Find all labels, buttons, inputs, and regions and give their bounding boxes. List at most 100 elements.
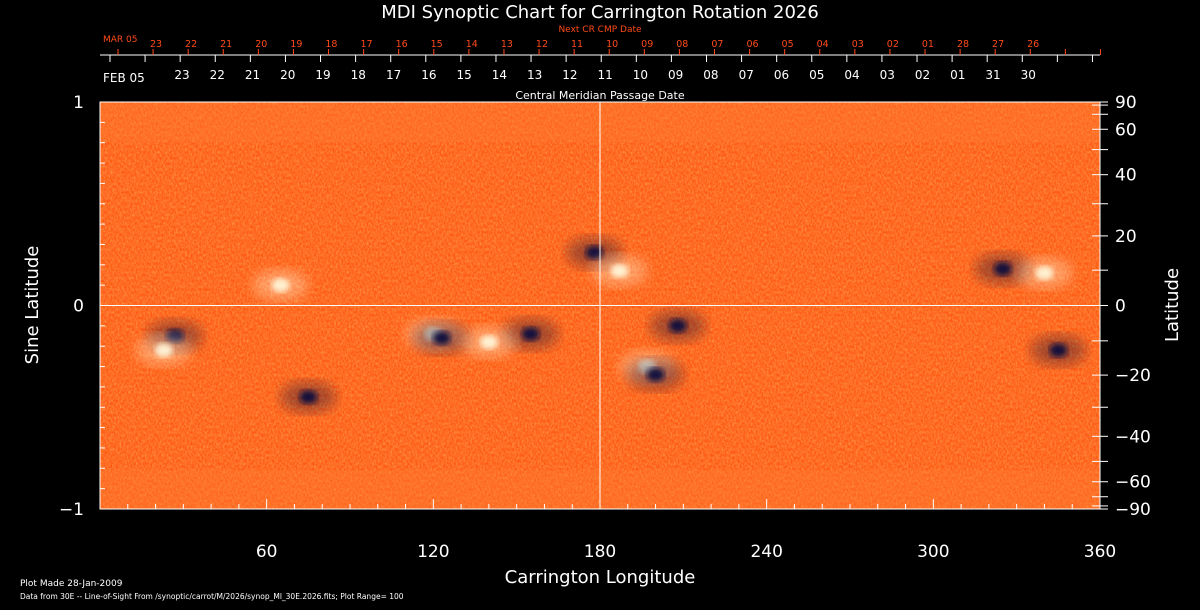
feature-negative	[299, 390, 318, 405]
cmp-date-label: 21	[245, 68, 260, 82]
y-left-ticks: 1 0 −1	[59, 93, 110, 520]
cmp-date-label: 09	[668, 68, 683, 82]
cmp-date-label: 23	[174, 68, 189, 82]
next-cmp-date-label: 13	[501, 39, 513, 50]
next-cmp-start-label: MAR 05	[103, 35, 138, 45]
feature-negative	[668, 318, 687, 333]
next-cmp-date-label: 04	[817, 39, 829, 50]
cmp-date-label: 15	[456, 68, 471, 82]
next-cmp-date-label: 16	[396, 39, 408, 50]
chart-title: MDI Synoptic Chart for Carrington Rotati…	[381, 2, 819, 23]
y-right-tick-label: 60	[1115, 120, 1137, 140]
next-cmp-date-label: 12	[536, 39, 548, 50]
cmp-date-label: 22	[210, 68, 225, 82]
y-right-tick-label: 40	[1115, 166, 1137, 186]
feature-positive	[271, 278, 290, 293]
feature-positive	[1035, 265, 1054, 280]
cmp-date-label: 07	[739, 68, 754, 82]
cmp-date-label: 18	[351, 68, 366, 82]
next-cmp-date-label: 01	[922, 39, 934, 50]
cmp-date-label: 16	[421, 68, 436, 82]
feature-negative	[1049, 343, 1068, 358]
plot-area	[100, 102, 1100, 509]
feature-positive	[479, 335, 498, 350]
y-right-tick-label: −20	[1115, 366, 1151, 386]
next-cmp-date-label: 03	[852, 39, 864, 50]
x-tick-label: 240	[750, 542, 782, 562]
cmp-date-label: 13	[527, 68, 542, 82]
x-tick-label: 360	[1084, 542, 1116, 562]
data-source-note: Data from 30E -- Line-of-Sight From /syn…	[20, 592, 404, 601]
y-right-tick-label: −60	[1115, 473, 1151, 493]
y-right-tick-label: 90	[1115, 93, 1137, 113]
y-left-tick-label: 0	[73, 297, 84, 317]
next-cmp-date-label: 15	[431, 39, 443, 50]
x-tick-label: 60	[256, 542, 278, 562]
feature-positive	[610, 263, 629, 278]
next-cmp-date-label: 17	[360, 39, 372, 50]
next-cmp-date-label: 11	[571, 39, 583, 50]
cmp-date-label: 30	[1021, 68, 1036, 82]
x-tick-label: 120	[417, 542, 449, 562]
cmp-date-label: 11	[598, 68, 613, 82]
cmp-axis-label: Central Meridian Passage Date	[515, 89, 684, 102]
y-right-tick-label: 0	[1115, 297, 1126, 317]
magnetic-features	[135, 236, 1087, 414]
next-cmp-date-label: 20	[255, 39, 267, 50]
cmp-date-label: 31	[985, 68, 1000, 82]
x-tick-label: 180	[584, 542, 616, 562]
y-right-tick-label: −40	[1115, 427, 1151, 447]
next-cmp-date-label: 05	[782, 39, 794, 50]
next-cmp-date-label: 10	[606, 39, 618, 50]
next-cmp-date-ticks: 23 22 21 20 19 18 17 16 15 14 13 12 11 10 09 08 07 06 05 04…	[117, 39, 1101, 55]
next-cmp-date-label: 28	[957, 39, 969, 50]
next-cmp-date-label: 23	[150, 39, 162, 50]
y-right-ticks: 90 60 40 20 0 −20 −40 −60 −90	[1092, 93, 1151, 520]
y-left-tick-label: 1	[73, 93, 84, 113]
next-cmp-date-label: 07	[711, 39, 723, 50]
next-cmp-date-label: 18	[325, 39, 337, 50]
feature-negative	[432, 331, 451, 346]
cmp-date-label: 17	[386, 68, 401, 82]
cmp-date-label: 08	[703, 68, 718, 82]
next-cmp-date-label: 21	[220, 39, 232, 50]
next-cmp-date-label: 19	[290, 39, 302, 50]
next-cmp-date-label: 09	[641, 39, 653, 50]
y2-axis-label: Latitude	[1162, 268, 1183, 342]
next-cmp-date-label: 27	[992, 39, 1004, 50]
cmp-date-label: 04	[844, 68, 859, 82]
next-cmp-date-label: 22	[185, 39, 197, 50]
feature-positive	[154, 343, 173, 358]
cmp-date-label: 14	[492, 68, 507, 82]
y-right-tick-label: 20	[1115, 227, 1137, 247]
feature-negative	[585, 245, 604, 260]
cmp-date-label: 03	[880, 68, 895, 82]
feature-negative	[646, 367, 665, 382]
y-axis-label: Sine Latitude	[22, 246, 43, 365]
next-cmp-date-label: 14	[466, 39, 478, 50]
cmp-start-label: FEB 05	[103, 71, 145, 85]
next-cmp-date-label: 02	[887, 39, 899, 50]
cmp-date-label: 20	[280, 68, 295, 82]
next-cmp-date-label: 26	[1027, 39, 1039, 50]
next-cmp-date-label: 06	[746, 39, 758, 50]
cmp-date-label: 05	[809, 68, 824, 82]
cmp-date-label: 12	[562, 68, 577, 82]
y-left-tick-label: −1	[59, 500, 84, 520]
cmp-date-label: 19	[315, 68, 330, 82]
x-tick-label: 300	[917, 542, 949, 562]
cmp-date-ticks: 23 22 21 20 19 18 17 16 15 14 13 12 11 10 09 08 07 06 05 04…	[109, 55, 1093, 82]
cmp-date-label: 10	[633, 68, 648, 82]
cmp-date-label: 02	[915, 68, 930, 82]
feature-negative	[993, 261, 1012, 276]
plot-made-note: Plot Made 28-Jan-2009	[20, 579, 123, 589]
x-axis-ticks: 60 120 180 240 300 360	[99, 499, 1116, 562]
cmp-date-label: 06	[774, 68, 789, 82]
next-cmp-axis-label: Next CR CMP Date	[558, 25, 642, 35]
feature-negative	[521, 326, 540, 341]
next-cmp-date-label: 08	[676, 39, 688, 50]
cmp-date-label: 01	[950, 68, 965, 82]
x-axis-label: Carrington Longitude	[505, 567, 696, 588]
y-right-tick-label: −90	[1115, 500, 1151, 520]
